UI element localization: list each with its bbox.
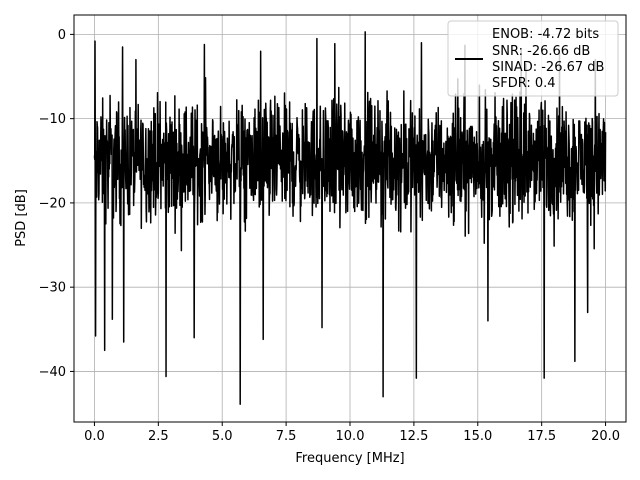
- x-tick-label: 12.5: [399, 429, 428, 444]
- y-axis-ticks: 0 −10 −20 −30 −40: [39, 28, 74, 380]
- x-tick-label: 20.0: [591, 429, 620, 444]
- y-tick-label: −20: [39, 196, 66, 211]
- legend-entry-sfdr: SFDR: 0.4: [492, 76, 556, 91]
- y-axis-label: PSD [dB]: [14, 189, 29, 247]
- x-tick-label: 7.5: [276, 429, 297, 444]
- psd-series: [93, 31, 607, 406]
- x-tick-label: 17.5: [527, 429, 556, 444]
- y-tick-label: −40: [39, 365, 66, 380]
- x-tick-label: 5.0: [212, 429, 233, 444]
- legend-entry-sinad: SINAD: -26.67 dB: [492, 60, 604, 75]
- x-axis-ticks: 0.0 2.5 5.0 7.5 10.0 12.5 15.0 17.5 20.0: [84, 422, 620, 444]
- legend: ENOB: -4.72 bits SNR: -26.66 dB SINAD: -…: [447, 20, 619, 97]
- x-tick-label: 10.0: [336, 429, 365, 444]
- x-tick-label: 2.5: [148, 429, 169, 444]
- x-tick-label: 0.0: [84, 429, 105, 444]
- y-tick-label: 0: [58, 28, 66, 43]
- psd-line: [93, 31, 607, 406]
- y-tick-label: −30: [39, 281, 66, 296]
- x-axis-label: Frequency [MHz]: [295, 451, 404, 466]
- x-tick-label: 15.0: [463, 429, 492, 444]
- legend-entry-enob: ENOB: -4.72 bits: [492, 27, 599, 42]
- y-tick-label: −10: [39, 112, 66, 127]
- legend-box: [447, 20, 619, 97]
- legend-entry-snr: SNR: -26.66 dB: [492, 44, 590, 59]
